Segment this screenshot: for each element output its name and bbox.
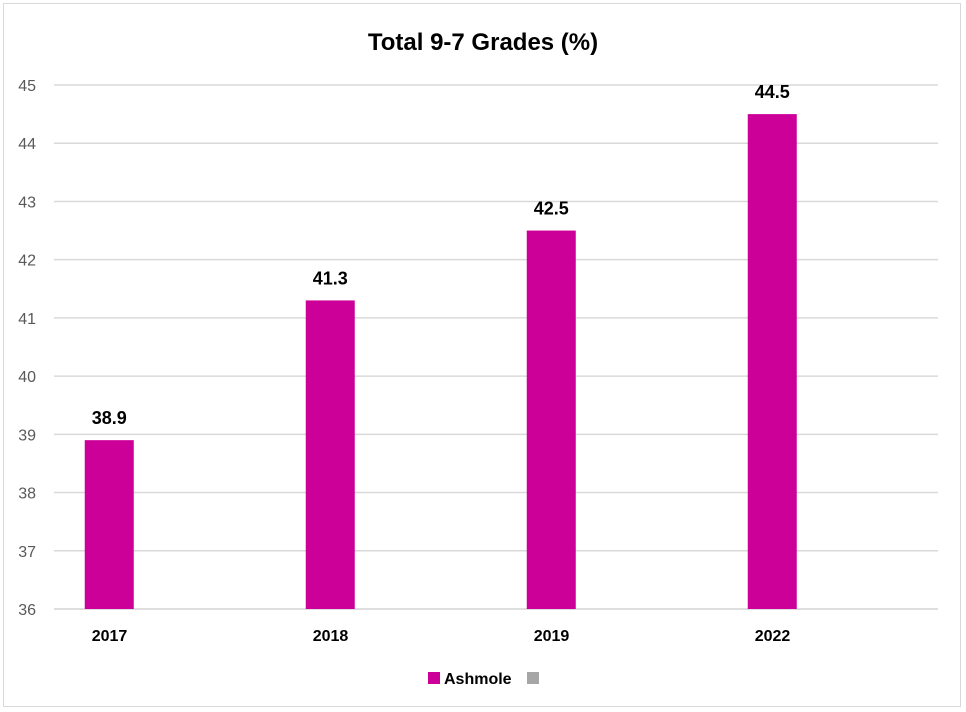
legend-swatch-ashmole (428, 672, 440, 684)
y-tick-label: 36 (18, 602, 36, 619)
data-label: 44.5 (755, 82, 790, 102)
bar-2018 (305, 300, 355, 609)
y-tick-label: 45 (18, 78, 36, 95)
bar-2022 (747, 114, 797, 609)
bar-2017 (84, 440, 134, 609)
y-tick-label: 39 (18, 427, 36, 444)
y-tick-label: 38 (18, 486, 36, 503)
legend: Ashmole (428, 671, 539, 688)
y-tick-label: 44 (18, 136, 36, 153)
data-labels: 38.9 41.3 42.5 44.5 (92, 82, 790, 428)
y-tick-label: 42 (18, 253, 36, 270)
y-tick-label: 43 (18, 194, 36, 211)
y-tick-label: 40 (18, 369, 36, 386)
bar-2019 (526, 230, 576, 610)
x-tick-label: 2019 (534, 628, 570, 645)
chart-title: Total 9-7 Grades (%) (368, 29, 598, 56)
x-tick-label: 2018 (313, 628, 349, 645)
bars (84, 114, 797, 610)
data-label: 42.5 (534, 199, 569, 219)
chart-frame (3, 3, 961, 707)
y-axis-ticks: 36 37 38 39 40 41 42 43 44 45 (18, 78, 36, 619)
data-label: 38.9 (92, 408, 127, 428)
legend-label-ashmole: Ashmole (444, 671, 512, 688)
y-tick-label: 37 (18, 544, 36, 561)
legend-swatch-unnamed (527, 672, 539, 684)
x-axis-ticks: 2017 2018 2019 2022 (92, 628, 791, 645)
y-tick-label: 41 (18, 311, 36, 328)
x-tick-label: 2017 (92, 628, 128, 645)
gridlines (54, 84, 938, 610)
data-label: 41.3 (313, 268, 348, 288)
x-tick-label: 2022 (755, 628, 791, 645)
